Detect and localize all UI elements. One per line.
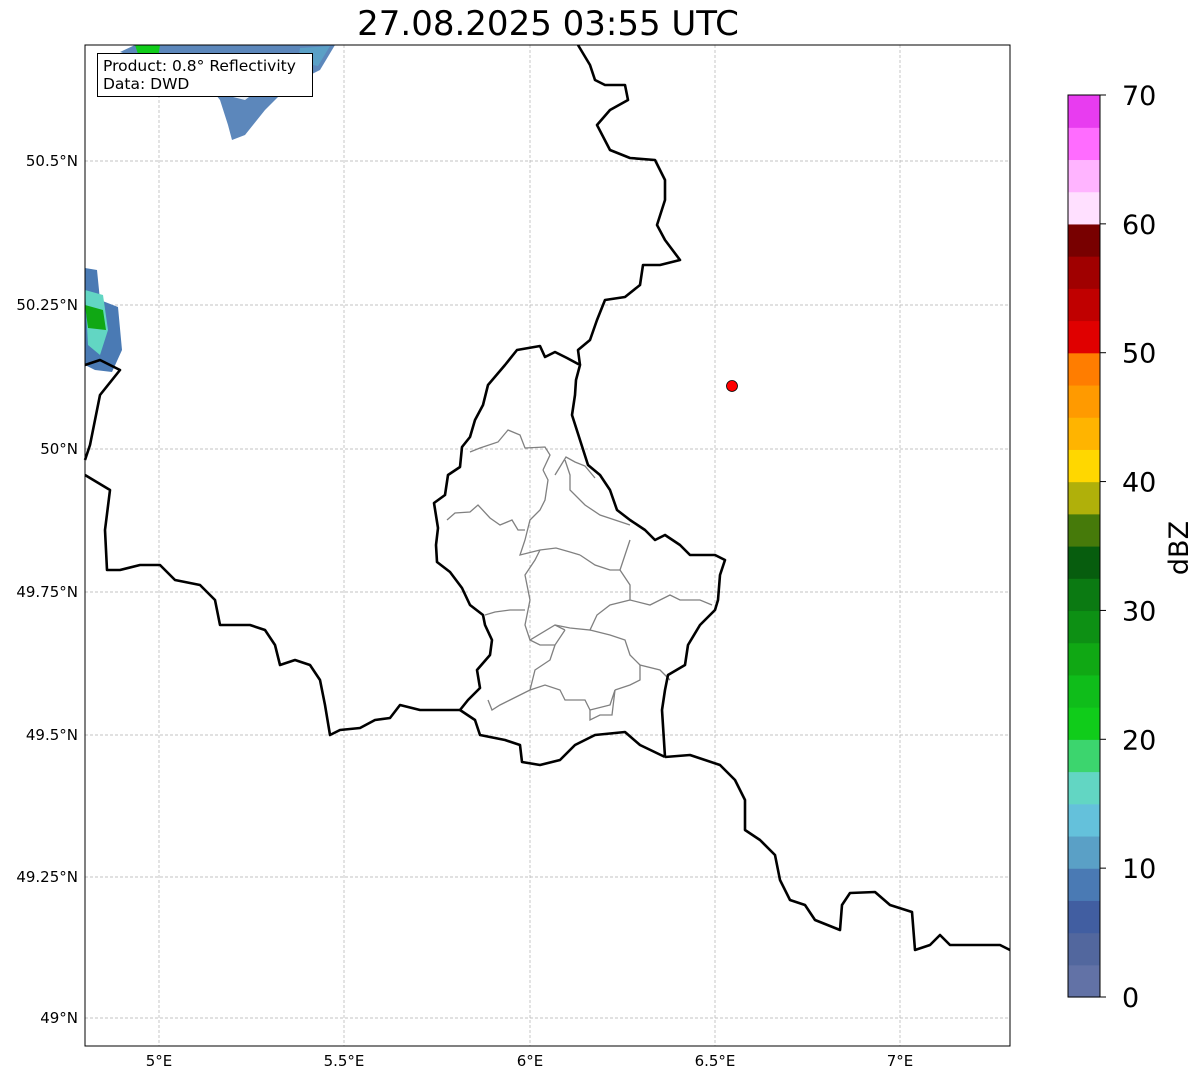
- colorbar-bin: [1068, 352, 1100, 386]
- lon-tick: 7°E: [887, 1052, 914, 1070]
- colorbar-ticks: 0 10 20 30 40 50 60 70: [1100, 81, 1156, 1014]
- luxembourg-border: [432, 344, 727, 758]
- colorbar-tick-label: 50: [1122, 339, 1156, 370]
- belgium-france-border-west: [83, 358, 122, 461]
- lat-tick: 49°N: [40, 1009, 78, 1027]
- colorbar-label: dBZ: [1164, 521, 1195, 575]
- gridlines: [85, 45, 1010, 1046]
- colorbar-tick-label: 30: [1122, 596, 1156, 627]
- product-info-box: Product: 0.8° Reflectivity Data: DWD: [97, 53, 313, 97]
- lat-tick: 50°N: [40, 440, 78, 458]
- lat-tick: 49.25°N: [16, 868, 78, 886]
- data-source-label: Data: DWD: [103, 75, 190, 93]
- belgium-germany-border: [576, 44, 682, 366]
- colorbar-bin: [1068, 320, 1100, 354]
- lon-tick: 5°E: [146, 1052, 173, 1070]
- colorbar-bin: [1068, 95, 1100, 128]
- colorbar-bin: [1068, 739, 1100, 773]
- colorbar-bin: [1068, 803, 1100, 837]
- colorbar-tick-label: 70: [1122, 81, 1156, 112]
- colorbar-bin: [1068, 932, 1100, 966]
- radar-site-marker: [726, 380, 738, 392]
- luxembourg-france-border: [459, 708, 666, 767]
- colorbar-bin: [1068, 610, 1100, 644]
- colorbar-tick-label: 10: [1122, 854, 1156, 885]
- lon-tick-labels: 5°E 5.5°E 6°E 6.5°E 7°E: [146, 1052, 914, 1070]
- lon-tick: 5.5°E: [324, 1052, 365, 1070]
- colorbar-bin: [1068, 835, 1100, 869]
- colorbar-bin: [1068, 642, 1100, 676]
- map-title: 27.08.2025 03:55 UTC: [357, 4, 739, 44]
- colorbar-bin: [1068, 288, 1100, 322]
- colorbar-bin: [1068, 449, 1100, 483]
- colorbar-bin: [1068, 578, 1100, 612]
- colorbar-bin: [1068, 674, 1100, 708]
- colorbar-bin: [1068, 546, 1100, 579]
- lat-tick: 50.5°N: [26, 152, 78, 170]
- colorbar-bin: [1068, 384, 1100, 418]
- colorbar-bin: [1068, 191, 1100, 225]
- canton-borders: [446, 429, 713, 722]
- belgium-france-border: [84, 473, 460, 737]
- colorbar: [1067, 94, 1101, 998]
- lat-tick: 50.25°N: [16, 296, 78, 314]
- lat-tick-labels: 50.5°N 50.25°N 50°N 49.75°N 49.5°N 49.25…: [16, 152, 78, 1027]
- colorbar-frame: [1067, 94, 1101, 998]
- colorbar-bin: [1068, 771, 1100, 805]
- lon-tick: 6°E: [517, 1052, 544, 1070]
- lat-tick: 49.75°N: [16, 583, 78, 601]
- lat-tick: 49.5°N: [26, 726, 78, 744]
- france-germany-border: [664, 753, 1011, 952]
- colorbar-bin: [1068, 481, 1100, 515]
- colorbar-bin: [1068, 900, 1100, 934]
- colorbar-bin: [1068, 964, 1100, 998]
- colorbar-bin: [1068, 513, 1100, 547]
- colorbar-tick-label: 60: [1122, 210, 1156, 241]
- colorbar-tick-label: 0: [1122, 983, 1139, 1014]
- lon-tick: 6.5°E: [695, 1052, 736, 1070]
- colorbar-bin: [1068, 159, 1100, 193]
- country-borders: [83, 44, 1011, 952]
- colorbar-bin: [1068, 868, 1100, 901]
- colorbar-bin: [1068, 417, 1100, 450]
- colorbar-bin: [1068, 223, 1100, 257]
- product-label: Product: 0.8° Reflectivity: [103, 57, 296, 75]
- colorbar-bin: [1068, 707, 1100, 740]
- echo-west-green: [85, 305, 106, 330]
- colorbar-tick-label: 20: [1122, 725, 1156, 756]
- map-frame: [84, 44, 1011, 1047]
- colorbar-bin: [1068, 127, 1100, 161]
- colorbar-tick-label: 40: [1122, 468, 1156, 499]
- colorbar-bin: [1068, 256, 1100, 289]
